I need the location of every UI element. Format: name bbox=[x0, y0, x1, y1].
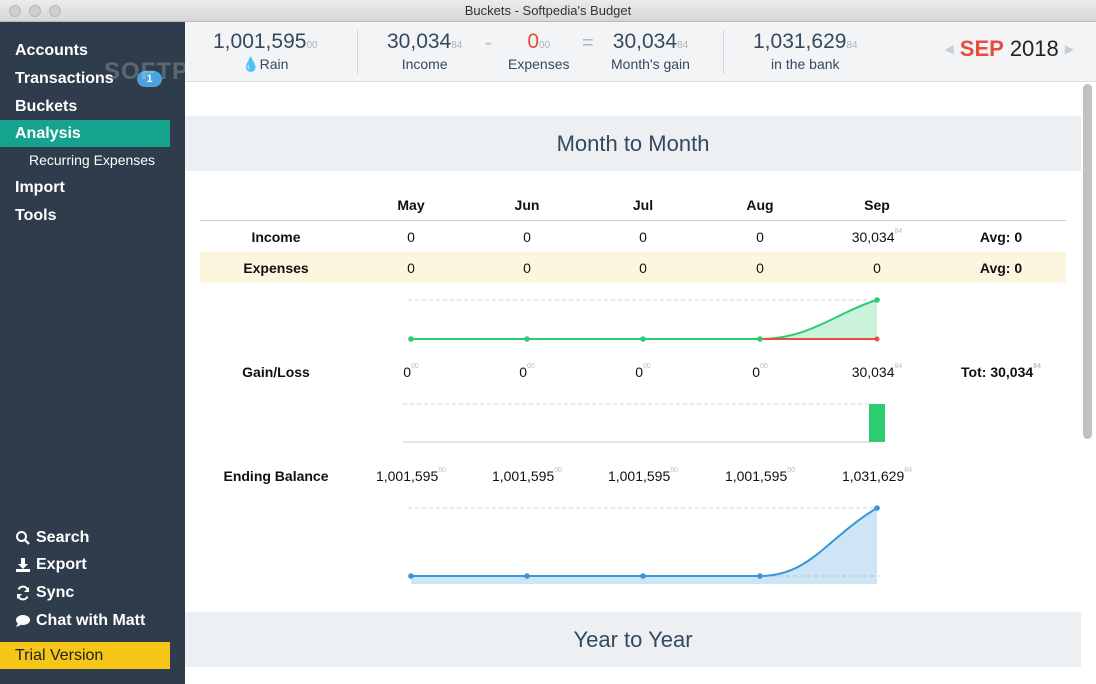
window-controls[interactable] bbox=[9, 5, 61, 17]
export-button[interactable]: Export bbox=[15, 552, 87, 578]
month-header-aug: Aug bbox=[746, 197, 774, 213]
gain-area bbox=[760, 300, 877, 339]
gain-loss-line-chart bbox=[408, 297, 880, 342]
sidebar-item-analysis[interactable]: Analysis bbox=[0, 120, 170, 147]
expenses-row-label: Expenses bbox=[243, 260, 309, 276]
rain-stat[interactable]: 1,001,59500 💧Rain bbox=[213, 30, 318, 72]
ending-balance-cell: 1,031,62984 bbox=[841, 467, 913, 484]
expenses-stat: 000 Expenses bbox=[508, 30, 570, 72]
next-month-arrow-icon[interactable]: ▶ bbox=[1064, 42, 1074, 56]
sidebar-item-accounts[interactable]: Accounts bbox=[15, 42, 88, 59]
expenses-cell: 0 bbox=[756, 260, 764, 276]
expenses-cell: 0 bbox=[873, 260, 881, 276]
expenses-cell: 0 bbox=[407, 260, 415, 276]
gain-point bbox=[524, 336, 530, 342]
month-header-jun: Jun bbox=[514, 197, 540, 213]
gain-loss-total: Tot: 30,03484 bbox=[961, 363, 1041, 380]
close-window-button[interactable] bbox=[9, 5, 21, 17]
scrollbar-thumb[interactable] bbox=[1083, 84, 1092, 439]
sidebar-item-recurring-expenses[interactable]: Recurring Expenses bbox=[29, 152, 156, 168]
sync-icon bbox=[17, 585, 29, 601]
balance-area bbox=[411, 508, 877, 584]
month-to-month-heading: Month to Month bbox=[185, 116, 1081, 171]
ending-balance-cell: 1,001,59500 bbox=[491, 467, 563, 484]
bank-stat: 1,031,62984 in the bank bbox=[753, 30, 858, 72]
gain-point bbox=[874, 297, 880, 303]
income-cell: 30,03484 bbox=[851, 228, 903, 245]
month-header-sep: Sep bbox=[864, 197, 890, 213]
gain-loss-bar-chart bbox=[403, 403, 885, 443]
expenses-cell: 0 bbox=[523, 260, 531, 276]
divider bbox=[357, 30, 358, 74]
gain-loss-cell: 000 bbox=[403, 363, 419, 380]
income-cell: 0 bbox=[523, 229, 531, 245]
chat-icon bbox=[16, 615, 30, 627]
gain-loss-row-label: Gain/Loss bbox=[242, 364, 310, 380]
ending-balance-cell: 1,001,59500 bbox=[607, 467, 679, 484]
month-selector: ◀ SEP 2018 ▶ bbox=[945, 36, 1074, 62]
sidebar-item-transactions[interactable]: Transactions 1 bbox=[0, 65, 170, 92]
expenses-cell: 0 bbox=[639, 260, 647, 276]
balance-point bbox=[757, 573, 763, 579]
month-name: SEP bbox=[959, 36, 1004, 61]
zoom-window-button[interactable] bbox=[49, 5, 61, 17]
window-title: Buckets - Softpedia's Budget bbox=[464, 3, 632, 18]
gain-loss-cell: 000 bbox=[519, 363, 535, 380]
trial-version-button[interactable]: Trial Version bbox=[0, 642, 170, 669]
gain-series-line bbox=[411, 299, 878, 340]
raindrop-icon: 💧 bbox=[242, 56, 260, 72]
ending-balance-row-label: Ending Balance bbox=[223, 468, 329, 484]
income-stat: 30,03484 Income bbox=[387, 30, 463, 72]
month-year: 2018 bbox=[1009, 36, 1059, 61]
balance-point bbox=[524, 573, 530, 579]
download-icon bbox=[16, 558, 30, 572]
gain-point bbox=[408, 336, 414, 342]
balance-point bbox=[874, 505, 880, 511]
sidebar-item-tools[interactable]: Tools bbox=[15, 207, 57, 224]
prev-month-arrow-icon[interactable]: ◀ bbox=[944, 42, 954, 56]
loss-point bbox=[874, 336, 880, 342]
expenses-row-highlight bbox=[200, 252, 1066, 283]
minus-sign: - bbox=[485, 32, 492, 54]
sidebar: Accounts Transactions 1 SOFTPEDIA Bucket… bbox=[0, 22, 249, 684]
gain-bar bbox=[869, 404, 885, 442]
divider bbox=[723, 30, 724, 74]
gain-loss-cell: 000 bbox=[752, 363, 768, 380]
gain-point bbox=[640, 336, 646, 342]
balance-point bbox=[408, 573, 414, 579]
gain-point bbox=[757, 336, 763, 342]
equals-sign: = bbox=[582, 32, 594, 54]
minimize-window-button[interactable] bbox=[29, 5, 41, 17]
ending-balance-area-chart bbox=[408, 505, 880, 584]
gain-loss-cell: 30,03484 bbox=[851, 363, 903, 380]
income-average: Avg: 0 bbox=[979, 229, 1023, 245]
month-header-may: May bbox=[397, 197, 425, 213]
income-cell: 0 bbox=[756, 229, 764, 245]
gain-loss-cell: 000 bbox=[635, 363, 651, 380]
chat-button[interactable]: Chat with Matt bbox=[15, 608, 145, 634]
income-cell: 0 bbox=[407, 229, 415, 245]
months-gain-stat: 30,03484 Month's gain bbox=[611, 30, 690, 72]
summary-bar: 1,001,59500 💧Rain 30,03484 Income - 000 … bbox=[185, 22, 1096, 82]
month-header-jul: Jul bbox=[632, 197, 654, 213]
ending-balance-cell: 1,001,59500 bbox=[375, 467, 447, 484]
search-icon bbox=[16, 531, 30, 545]
income-cell: 0 bbox=[639, 229, 647, 245]
year-to-year-heading: Year to Year bbox=[185, 612, 1081, 667]
balance-point bbox=[640, 573, 646, 579]
table-header-divider bbox=[200, 220, 1066, 221]
transactions-count-badge: 1 bbox=[137, 71, 162, 87]
expenses-average: Avg: 0 bbox=[979, 260, 1023, 276]
ending-balance-cell: 1,001,59500 bbox=[724, 467, 796, 484]
income-row-label: Income bbox=[251, 229, 301, 245]
sidebar-item-import[interactable]: Import bbox=[15, 179, 65, 196]
sidebar-item-buckets[interactable]: Buckets bbox=[15, 98, 78, 115]
search-button[interactable]: Search bbox=[15, 525, 89, 551]
sync-button[interactable]: Sync bbox=[15, 580, 74, 606]
window-titlebar: Buckets - Softpedia's Budget bbox=[0, 0, 1096, 22]
